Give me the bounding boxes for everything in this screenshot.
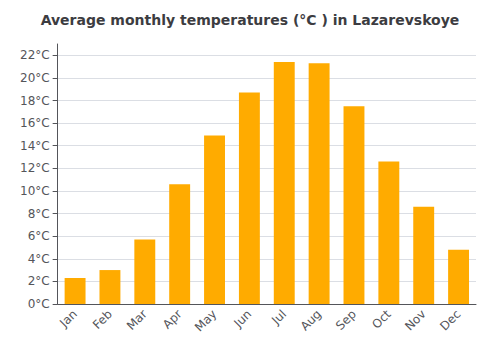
svg-text:Dec: Dec — [437, 307, 463, 333]
svg-text:Jun: Jun — [230, 307, 254, 331]
svg-text:Nov: Nov — [402, 307, 428, 333]
svg-text:Jul: Jul — [268, 307, 289, 328]
svg-text:20°C: 20°C — [20, 71, 50, 85]
svg-text:10°C: 10°C — [20, 184, 50, 198]
svg-text:Mar: Mar — [124, 307, 150, 333]
svg-text:12°C: 12°C — [20, 161, 50, 175]
svg-text:6°C: 6°C — [28, 229, 50, 243]
svg-text:0°C: 0°C — [28, 297, 50, 311]
svg-text:16°C: 16°C — [20, 116, 50, 130]
svg-text:4°C: 4°C — [28, 252, 50, 266]
svg-text:18°C: 18°C — [20, 94, 50, 108]
svg-text:Oct: Oct — [369, 307, 394, 332]
svg-text:Sep: Sep — [333, 307, 359, 333]
svg-text:Aug: Aug — [298, 307, 324, 333]
svg-text:Feb: Feb — [90, 307, 115, 332]
svg-text:Average monthly temperatures (: Average monthly temperatures (°C ) in La… — [41, 12, 460, 28]
svg-text:Apr: Apr — [160, 307, 185, 332]
svg-text:14°C: 14°C — [20, 139, 50, 153]
svg-text:Jan: Jan — [56, 307, 80, 331]
svg-text:8°C: 8°C — [28, 207, 50, 221]
svg-text:22°C: 22°C — [20, 48, 50, 62]
svg-text:May: May — [192, 307, 219, 334]
svg-text:2°C: 2°C — [28, 274, 50, 288]
